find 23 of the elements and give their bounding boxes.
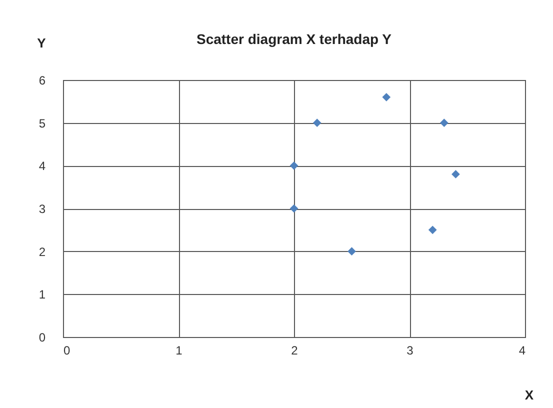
y-tick-label: 0 xyxy=(38,330,46,344)
point xyxy=(290,161,298,170)
y-tick-label: 2 xyxy=(38,244,46,259)
x-tick-label: 4 xyxy=(518,344,526,358)
y-tick-label: 1 xyxy=(38,288,46,302)
chart-title: Scatter diagram X terhadap Y xyxy=(196,31,392,47)
point xyxy=(440,118,448,128)
y-tick-label: 5 xyxy=(38,116,46,130)
point xyxy=(382,92,391,102)
point xyxy=(290,204,298,213)
point xyxy=(348,247,356,256)
y-tick-label: 6 xyxy=(38,74,46,88)
x-tick-label: 3 xyxy=(406,344,414,358)
y-tick-label: 4 xyxy=(38,159,46,174)
x-tick-label: 0 xyxy=(64,344,70,358)
x-tick-label: 1 xyxy=(176,344,183,358)
x-tick-label: 2 xyxy=(291,344,298,358)
y-axis-title: Y xyxy=(37,36,46,50)
point xyxy=(452,170,460,178)
point xyxy=(428,226,437,234)
point xyxy=(312,118,322,128)
y-tick-label: 3 xyxy=(38,202,46,216)
x-axis-title: X xyxy=(524,388,534,402)
